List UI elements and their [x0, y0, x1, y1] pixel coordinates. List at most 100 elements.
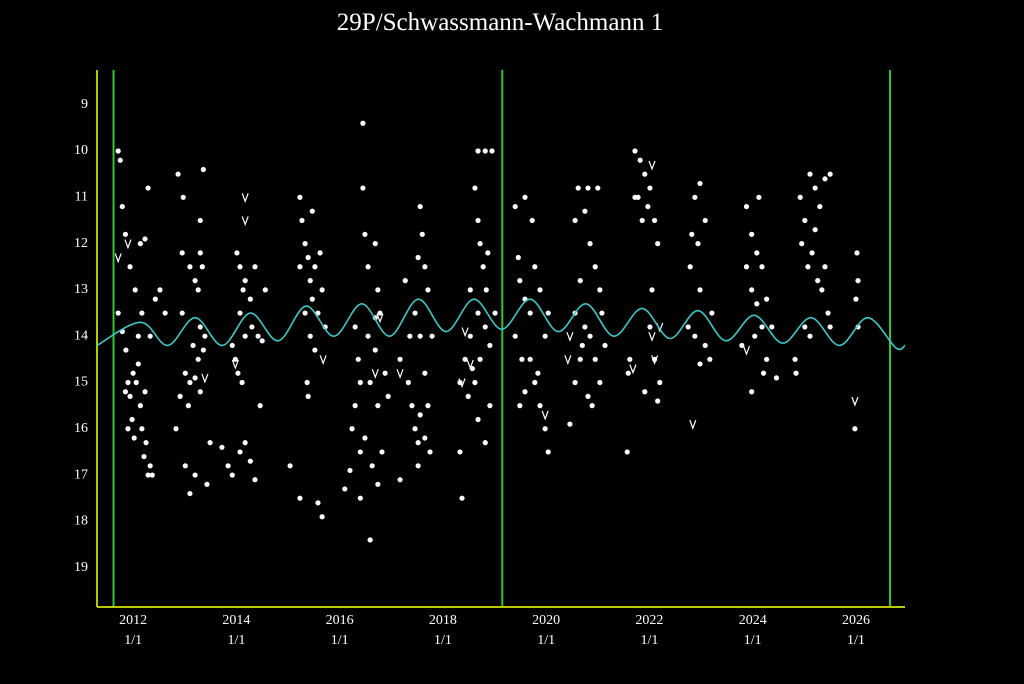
observation-dot — [425, 287, 431, 293]
upper-limit-marker — [371, 369, 379, 379]
observation-dot — [687, 264, 693, 270]
observation-dot — [342, 486, 348, 492]
observation-dot — [319, 514, 325, 520]
observation-dot — [817, 203, 823, 210]
observation-dot — [249, 324, 255, 330]
tick-label-line: 2016 — [326, 613, 354, 628]
observation-dot — [512, 203, 518, 210]
observation-dot — [599, 310, 605, 316]
observation-dot — [357, 379, 363, 386]
observation-dot — [625, 370, 631, 376]
observation-dot — [312, 347, 318, 353]
observation-dot — [522, 389, 528, 395]
observation-dot — [589, 403, 595, 409]
observation-dot — [187, 490, 193, 497]
observation-dot — [422, 370, 428, 376]
observation-dot — [649, 287, 655, 293]
x-tick-label: 2018 1/1 — [429, 613, 457, 648]
observation-dot — [689, 231, 695, 237]
observation-dot — [651, 217, 658, 224]
observation-dot — [480, 264, 486, 270]
observation-dot — [819, 287, 825, 293]
observation-dot — [592, 356, 598, 362]
observation-dot — [179, 310, 185, 316]
observation-dot — [797, 194, 803, 200]
y-tick-label: 13 — [74, 282, 88, 297]
observation-dot — [412, 426, 418, 432]
observation-dot — [489, 148, 495, 154]
observation-dot — [385, 393, 391, 399]
observation-dot — [207, 440, 213, 446]
observation-dot — [412, 310, 418, 316]
observation-dot — [522, 194, 528, 200]
upper-limit-marker — [396, 369, 404, 379]
observation-dot — [632, 148, 638, 154]
observation-dot — [532, 264, 538, 270]
observation-dot — [235, 370, 241, 376]
upper-limit-marker — [466, 359, 474, 370]
observation-dot — [177, 393, 183, 399]
observation-dot — [307, 278, 313, 284]
observation-dot — [232, 356, 238, 362]
observation-dot — [585, 393, 591, 399]
observation-dot — [127, 393, 133, 399]
observation-dot — [807, 171, 813, 177]
observation-dot — [125, 426, 131, 432]
tick-label-line: 2012 — [119, 613, 147, 628]
predicted-magnitude-line — [96, 298, 906, 351]
observation-dot — [459, 495, 465, 501]
observation-dot — [697, 361, 703, 367]
tick-label-line: 1/1 — [124, 633, 142, 648]
observation-dot — [642, 171, 648, 177]
upper-limit-marker — [319, 355, 327, 366]
x-tick-label: 2022 1/1 — [635, 613, 663, 648]
observation-dot — [307, 333, 313, 339]
observation-dot — [597, 379, 603, 386]
observation-dot — [657, 379, 663, 386]
observation-dot — [182, 370, 188, 376]
observation-dot — [190, 342, 196, 349]
observation-dot — [173, 426, 179, 432]
upper-limit-marker — [201, 373, 209, 384]
observation-dot — [853, 296, 859, 302]
observation-dot — [647, 324, 653, 330]
observation-dot — [402, 278, 408, 284]
tick-label-line: 1/1 — [640, 633, 658, 648]
observation-dot — [627, 356, 633, 362]
observation-dot — [517, 403, 523, 409]
observation-dot — [572, 217, 578, 224]
x-tick-label: 2016 1/1 — [326, 613, 354, 648]
observation-dot — [239, 379, 245, 386]
tick-label-line: 2018 — [429, 613, 457, 628]
observation-dot — [175, 171, 181, 177]
observation-dot — [805, 264, 811, 270]
observation-dot — [237, 449, 243, 455]
observation-dot — [467, 287, 473, 293]
observation-dot — [812, 227, 818, 233]
observation-dot — [242, 440, 248, 446]
observation-dot — [697, 287, 703, 293]
observation-dot — [685, 324, 691, 330]
observation-dot — [357, 449, 363, 455]
observation-dot — [482, 324, 488, 330]
y-tick-label: 10 — [74, 143, 88, 158]
observation-dot — [475, 416, 481, 423]
x-tick-label: 2014 1/1 — [222, 613, 250, 648]
observation-dot — [137, 403, 143, 409]
observation-dot — [347, 467, 353, 474]
observation-dot — [809, 250, 815, 256]
observation-dot — [317, 250, 323, 256]
observation-dot — [427, 449, 433, 455]
observation-dot — [415, 463, 421, 469]
observation-dot — [825, 310, 831, 316]
observation-dot — [585, 185, 591, 191]
observation-dot — [415, 254, 421, 261]
upper-limit-marker — [648, 331, 656, 342]
observation-dot — [157, 287, 163, 293]
observation-dot — [297, 495, 303, 501]
observation-dot — [255, 333, 261, 339]
observation-dot — [315, 500, 321, 506]
observation-dot — [247, 458, 253, 464]
observation-dot — [517, 278, 523, 284]
x-tick-label: 2026 1/1 — [842, 613, 870, 648]
